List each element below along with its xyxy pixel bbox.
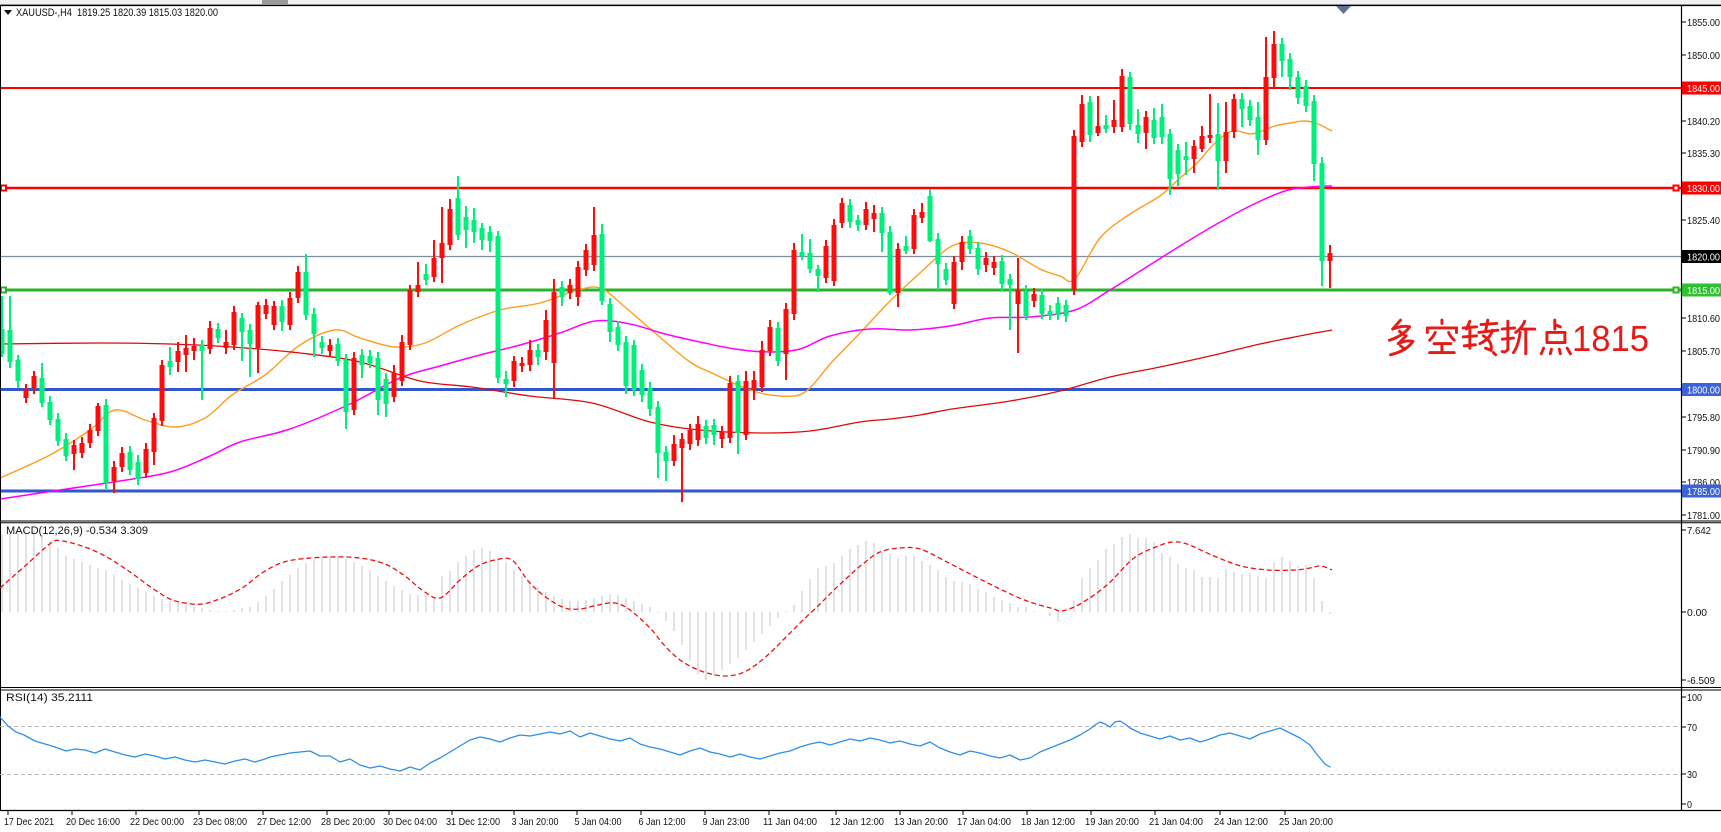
svg-text:1850.00: 1850.00 <box>1687 50 1720 62</box>
svg-text:0.00: 0.00 <box>1687 607 1707 619</box>
svg-text:28 Dec 20:00: 28 Dec 20:00 <box>321 816 375 828</box>
svg-text:27 Dec 12:00: 27 Dec 12:00 <box>257 816 311 828</box>
svg-text:70: 70 <box>1687 722 1697 734</box>
svg-text:25 Jan 20:00: 25 Jan 20:00 <box>1279 816 1333 828</box>
svg-text:13 Jan 20:00: 13 Jan 20:00 <box>894 816 948 828</box>
svg-text:19 Jan 20:00: 19 Jan 20:00 <box>1085 816 1139 828</box>
svg-text:RSI(14) 35.2111: RSI(14) 35.2111 <box>6 692 93 704</box>
svg-text:30 Dec 04:00: 30 Dec 04:00 <box>383 816 437 828</box>
svg-text:30: 30 <box>1687 769 1697 781</box>
svg-text:1840.20: 1840.20 <box>1687 116 1720 128</box>
svg-text:21 Jan 04:00: 21 Jan 04:00 <box>1149 816 1203 828</box>
svg-text:9 Jan 23:00: 9 Jan 23:00 <box>703 816 750 828</box>
svg-text:18 Jan 12:00: 18 Jan 12:00 <box>1021 816 1075 828</box>
svg-text:1790.90: 1790.90 <box>1687 445 1720 457</box>
svg-text:XAUUSD-,H4 1819.25 1820.39 18: XAUUSD-,H4 1819.25 1820.39 1815.03 1820.… <box>16 7 218 19</box>
svg-text:1815: 1815 <box>1572 318 1649 359</box>
svg-text:100: 100 <box>1687 692 1702 704</box>
svg-text:22 Dec 00:00: 22 Dec 00:00 <box>130 816 184 828</box>
svg-text:20 Dec 16:00: 20 Dec 16:00 <box>66 816 120 828</box>
svg-text:1830.00: 1830.00 <box>1687 183 1720 195</box>
svg-text:-6.509: -6.509 <box>1687 675 1715 687</box>
svg-text:17 Jan 04:00: 17 Jan 04:00 <box>957 816 1011 828</box>
svg-text:0: 0 <box>1687 799 1692 811</box>
svg-text:5 Jan 04:00: 5 Jan 04:00 <box>575 816 622 828</box>
svg-text:1805.70: 1805.70 <box>1687 346 1720 358</box>
svg-text:12 Jan 12:00: 12 Jan 12:00 <box>830 816 884 828</box>
svg-text:1781.00: 1781.00 <box>1687 510 1720 522</box>
svg-text:6 Jan 12:00: 6 Jan 12:00 <box>639 816 686 828</box>
svg-text:11 Jan 04:00: 11 Jan 04:00 <box>763 816 817 828</box>
svg-text:17 Dec 2021: 17 Dec 2021 <box>4 816 54 828</box>
svg-text:1815.00: 1815.00 <box>1687 285 1720 297</box>
svg-text:1810.60: 1810.60 <box>1687 313 1720 325</box>
svg-text:24 Jan 12:00: 24 Jan 12:00 <box>1214 816 1268 828</box>
svg-text:1845.00: 1845.00 <box>1687 83 1720 95</box>
svg-text:MACD(12,26,9) -0.534 3.309: MACD(12,26,9) -0.534 3.309 <box>6 525 148 537</box>
svg-text:1795.80: 1795.80 <box>1687 412 1720 424</box>
svg-text:1825.40: 1825.40 <box>1687 215 1720 227</box>
svg-text:1820.00: 1820.00 <box>1687 252 1720 264</box>
svg-text:1800.00: 1800.00 <box>1687 385 1720 397</box>
svg-text:7.642: 7.642 <box>1687 525 1711 537</box>
svg-text:1785.00: 1785.00 <box>1687 486 1720 498</box>
svg-text:1855.00: 1855.00 <box>1687 17 1720 29</box>
svg-text:3 Jan 20:00: 3 Jan 20:00 <box>512 816 559 828</box>
svg-text:23 Dec 08:00: 23 Dec 08:00 <box>193 816 247 828</box>
svg-text:1835.30: 1835.30 <box>1687 148 1720 160</box>
svg-text:31 Dec 12:00: 31 Dec 12:00 <box>446 816 500 828</box>
